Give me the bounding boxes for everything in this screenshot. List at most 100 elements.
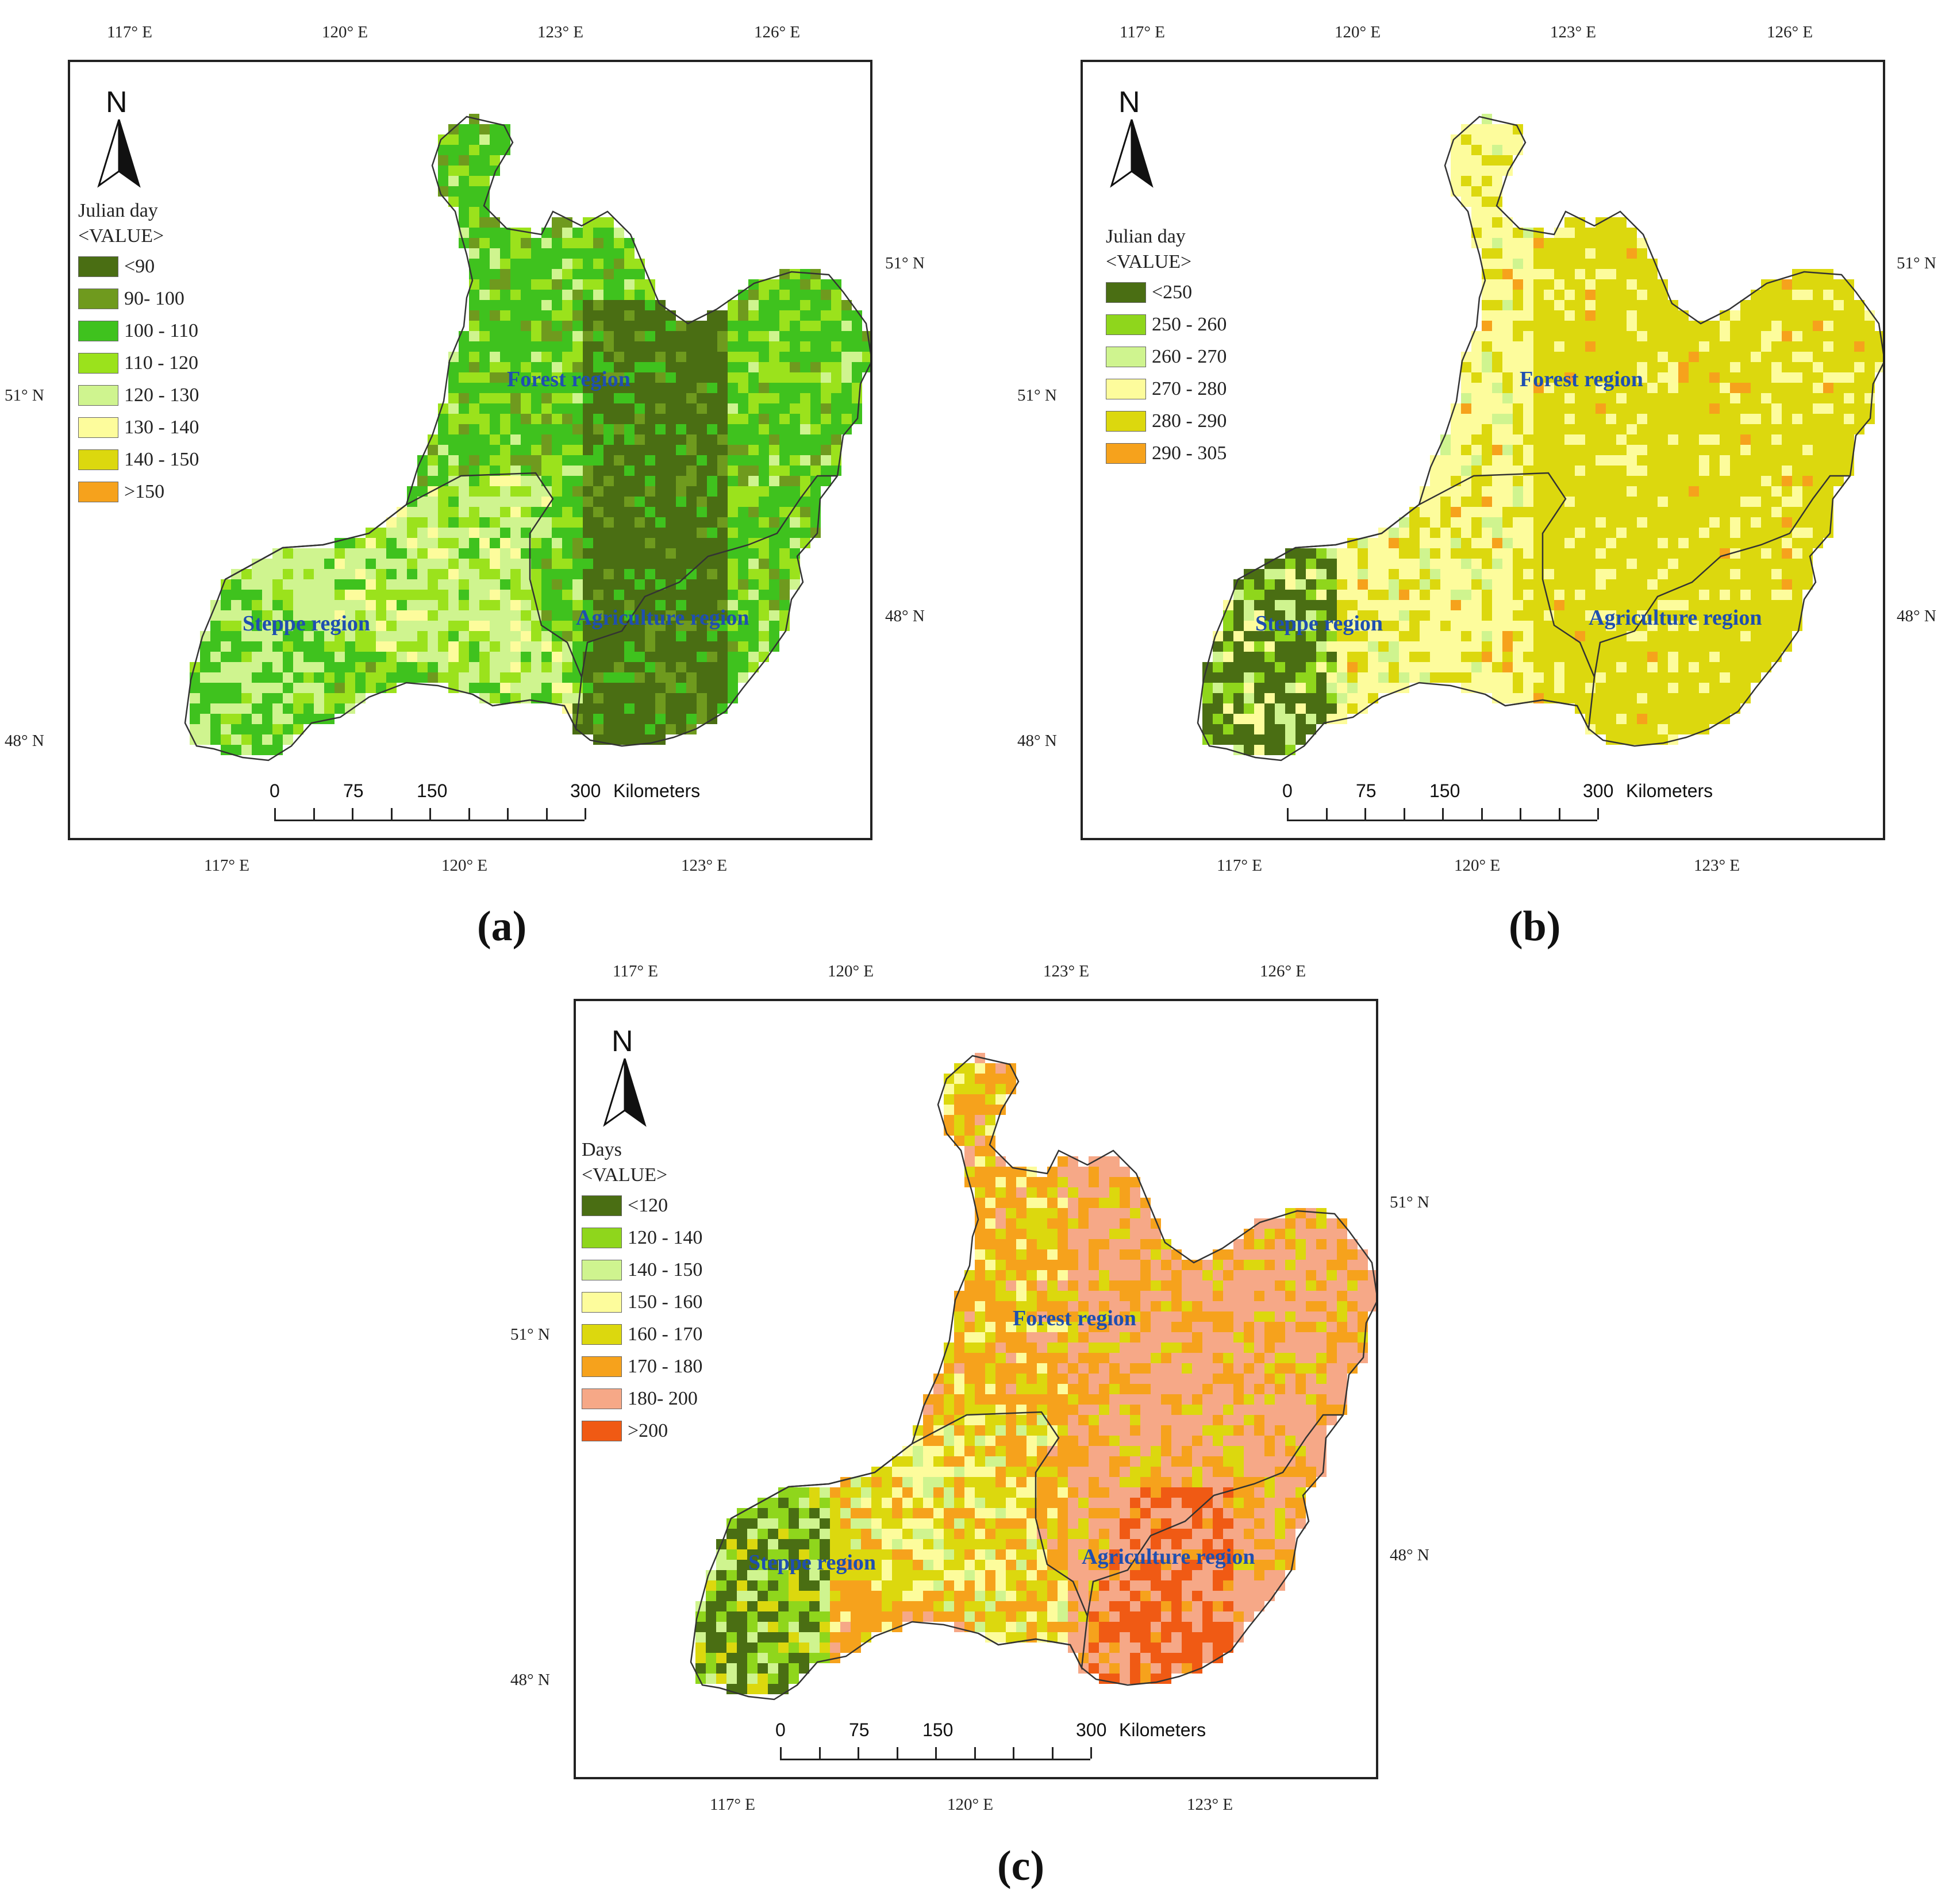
raster-cell	[1192, 1280, 1202, 1291]
raster-cell	[1233, 1239, 1244, 1249]
raster-cell	[479, 310, 490, 321]
raster-cell	[697, 538, 707, 548]
raster-cell	[975, 1332, 985, 1343]
lon-tick-top: 123° E	[1550, 23, 1597, 41]
raster-cell	[1544, 279, 1554, 290]
raster-cell	[1564, 517, 1575, 528]
raster-cell	[221, 652, 231, 662]
raster-cell	[1089, 1177, 1099, 1187]
raster-cell	[531, 300, 541, 310]
raster-cell	[821, 393, 831, 403]
raster-cell	[583, 703, 593, 714]
raster-cell	[262, 745, 272, 755]
raster-cell	[572, 414, 583, 424]
raster-cell	[728, 476, 738, 486]
raster-cell	[1068, 1249, 1078, 1260]
raster-cell	[1751, 641, 1761, 652]
raster-cell	[552, 238, 562, 248]
raster-cell	[790, 372, 800, 383]
raster-cell	[852, 403, 862, 414]
raster-cell	[1037, 1198, 1047, 1208]
raster-cell	[572, 517, 583, 528]
raster-cell	[1844, 290, 1854, 300]
raster-cell	[759, 476, 769, 486]
raster-cell	[593, 559, 603, 569]
raster-cell	[1740, 693, 1751, 703]
raster-cell	[655, 403, 666, 414]
raster-cell	[759, 310, 769, 321]
raster-cell	[1544, 507, 1554, 517]
raster-cell	[717, 590, 728, 600]
raster-cell	[1471, 507, 1482, 517]
raster-cell	[593, 538, 603, 548]
raster-cell	[1533, 559, 1544, 569]
raster-cell	[1213, 1311, 1223, 1322]
raster-cell	[1120, 1270, 1130, 1280]
raster-cell	[1275, 672, 1285, 683]
raster-cell	[1678, 652, 1689, 662]
raster-cell	[1347, 1291, 1358, 1301]
raster-cell	[376, 600, 386, 610]
raster-cell	[1409, 517, 1420, 528]
raster-cell	[964, 1063, 975, 1074]
raster-cell	[1223, 724, 1233, 734]
raster-cell	[1409, 538, 1420, 548]
raster-cell	[1668, 517, 1678, 528]
raster-cell	[1709, 528, 1720, 538]
raster-cell	[790, 321, 800, 331]
raster-cell	[438, 569, 448, 579]
raster-cell	[1471, 476, 1482, 486]
raster-cell	[1130, 1177, 1140, 1187]
raster-cell	[552, 662, 562, 672]
raster-cell	[1109, 1322, 1120, 1332]
raster-cell	[1523, 414, 1533, 424]
raster-cell	[1575, 445, 1585, 455]
raster-cell	[1316, 714, 1327, 724]
raster-cell	[1275, 590, 1285, 600]
raster-cell	[283, 631, 293, 641]
raster-cell	[624, 290, 635, 300]
raster-cell	[1585, 528, 1596, 538]
raster-cell	[1823, 445, 1833, 455]
raster-cell	[964, 1353, 975, 1363]
raster-cell	[1306, 1332, 1316, 1343]
raster-cell	[200, 652, 210, 662]
raster-cell	[1544, 662, 1554, 672]
raster-cell	[510, 517, 521, 528]
raster-cell	[1627, 683, 1637, 693]
raster-cell	[210, 683, 221, 693]
raster-cell	[697, 579, 707, 590]
region-label-steppe: Steppe region	[243, 611, 371, 636]
raster-cell	[800, 372, 810, 383]
raster-cell	[1461, 455, 1471, 466]
raster-cell	[1368, 559, 1378, 569]
raster-cell	[800, 362, 810, 372]
raster-cell	[355, 538, 366, 548]
raster-cell	[1564, 279, 1575, 290]
raster-cell	[614, 321, 624, 331]
raster-cell	[759, 445, 769, 455]
raster-cell	[1606, 600, 1616, 610]
raster-cell	[1544, 300, 1554, 310]
raster-cell	[614, 434, 624, 445]
raster-cell	[1720, 652, 1730, 662]
raster-cell	[1720, 414, 1730, 424]
raster-cell	[759, 372, 769, 383]
raster-cell	[355, 610, 366, 621]
raster-cell	[221, 631, 231, 641]
raster-cell	[697, 662, 707, 672]
raster-cell	[583, 393, 593, 403]
raster-cell	[728, 652, 738, 662]
raster-cell	[1120, 1291, 1130, 1301]
raster-cell	[1502, 476, 1513, 486]
raster-cell	[221, 641, 231, 652]
raster-cell	[624, 724, 635, 734]
raster-cell	[1223, 1374, 1233, 1384]
raster-cell	[386, 569, 397, 579]
raster-cell	[717, 414, 728, 424]
raster-cell	[593, 486, 603, 497]
raster-cell	[728, 600, 738, 610]
raster-cell	[1161, 1280, 1171, 1291]
raster-cell	[252, 693, 262, 703]
raster-cell	[335, 559, 345, 569]
